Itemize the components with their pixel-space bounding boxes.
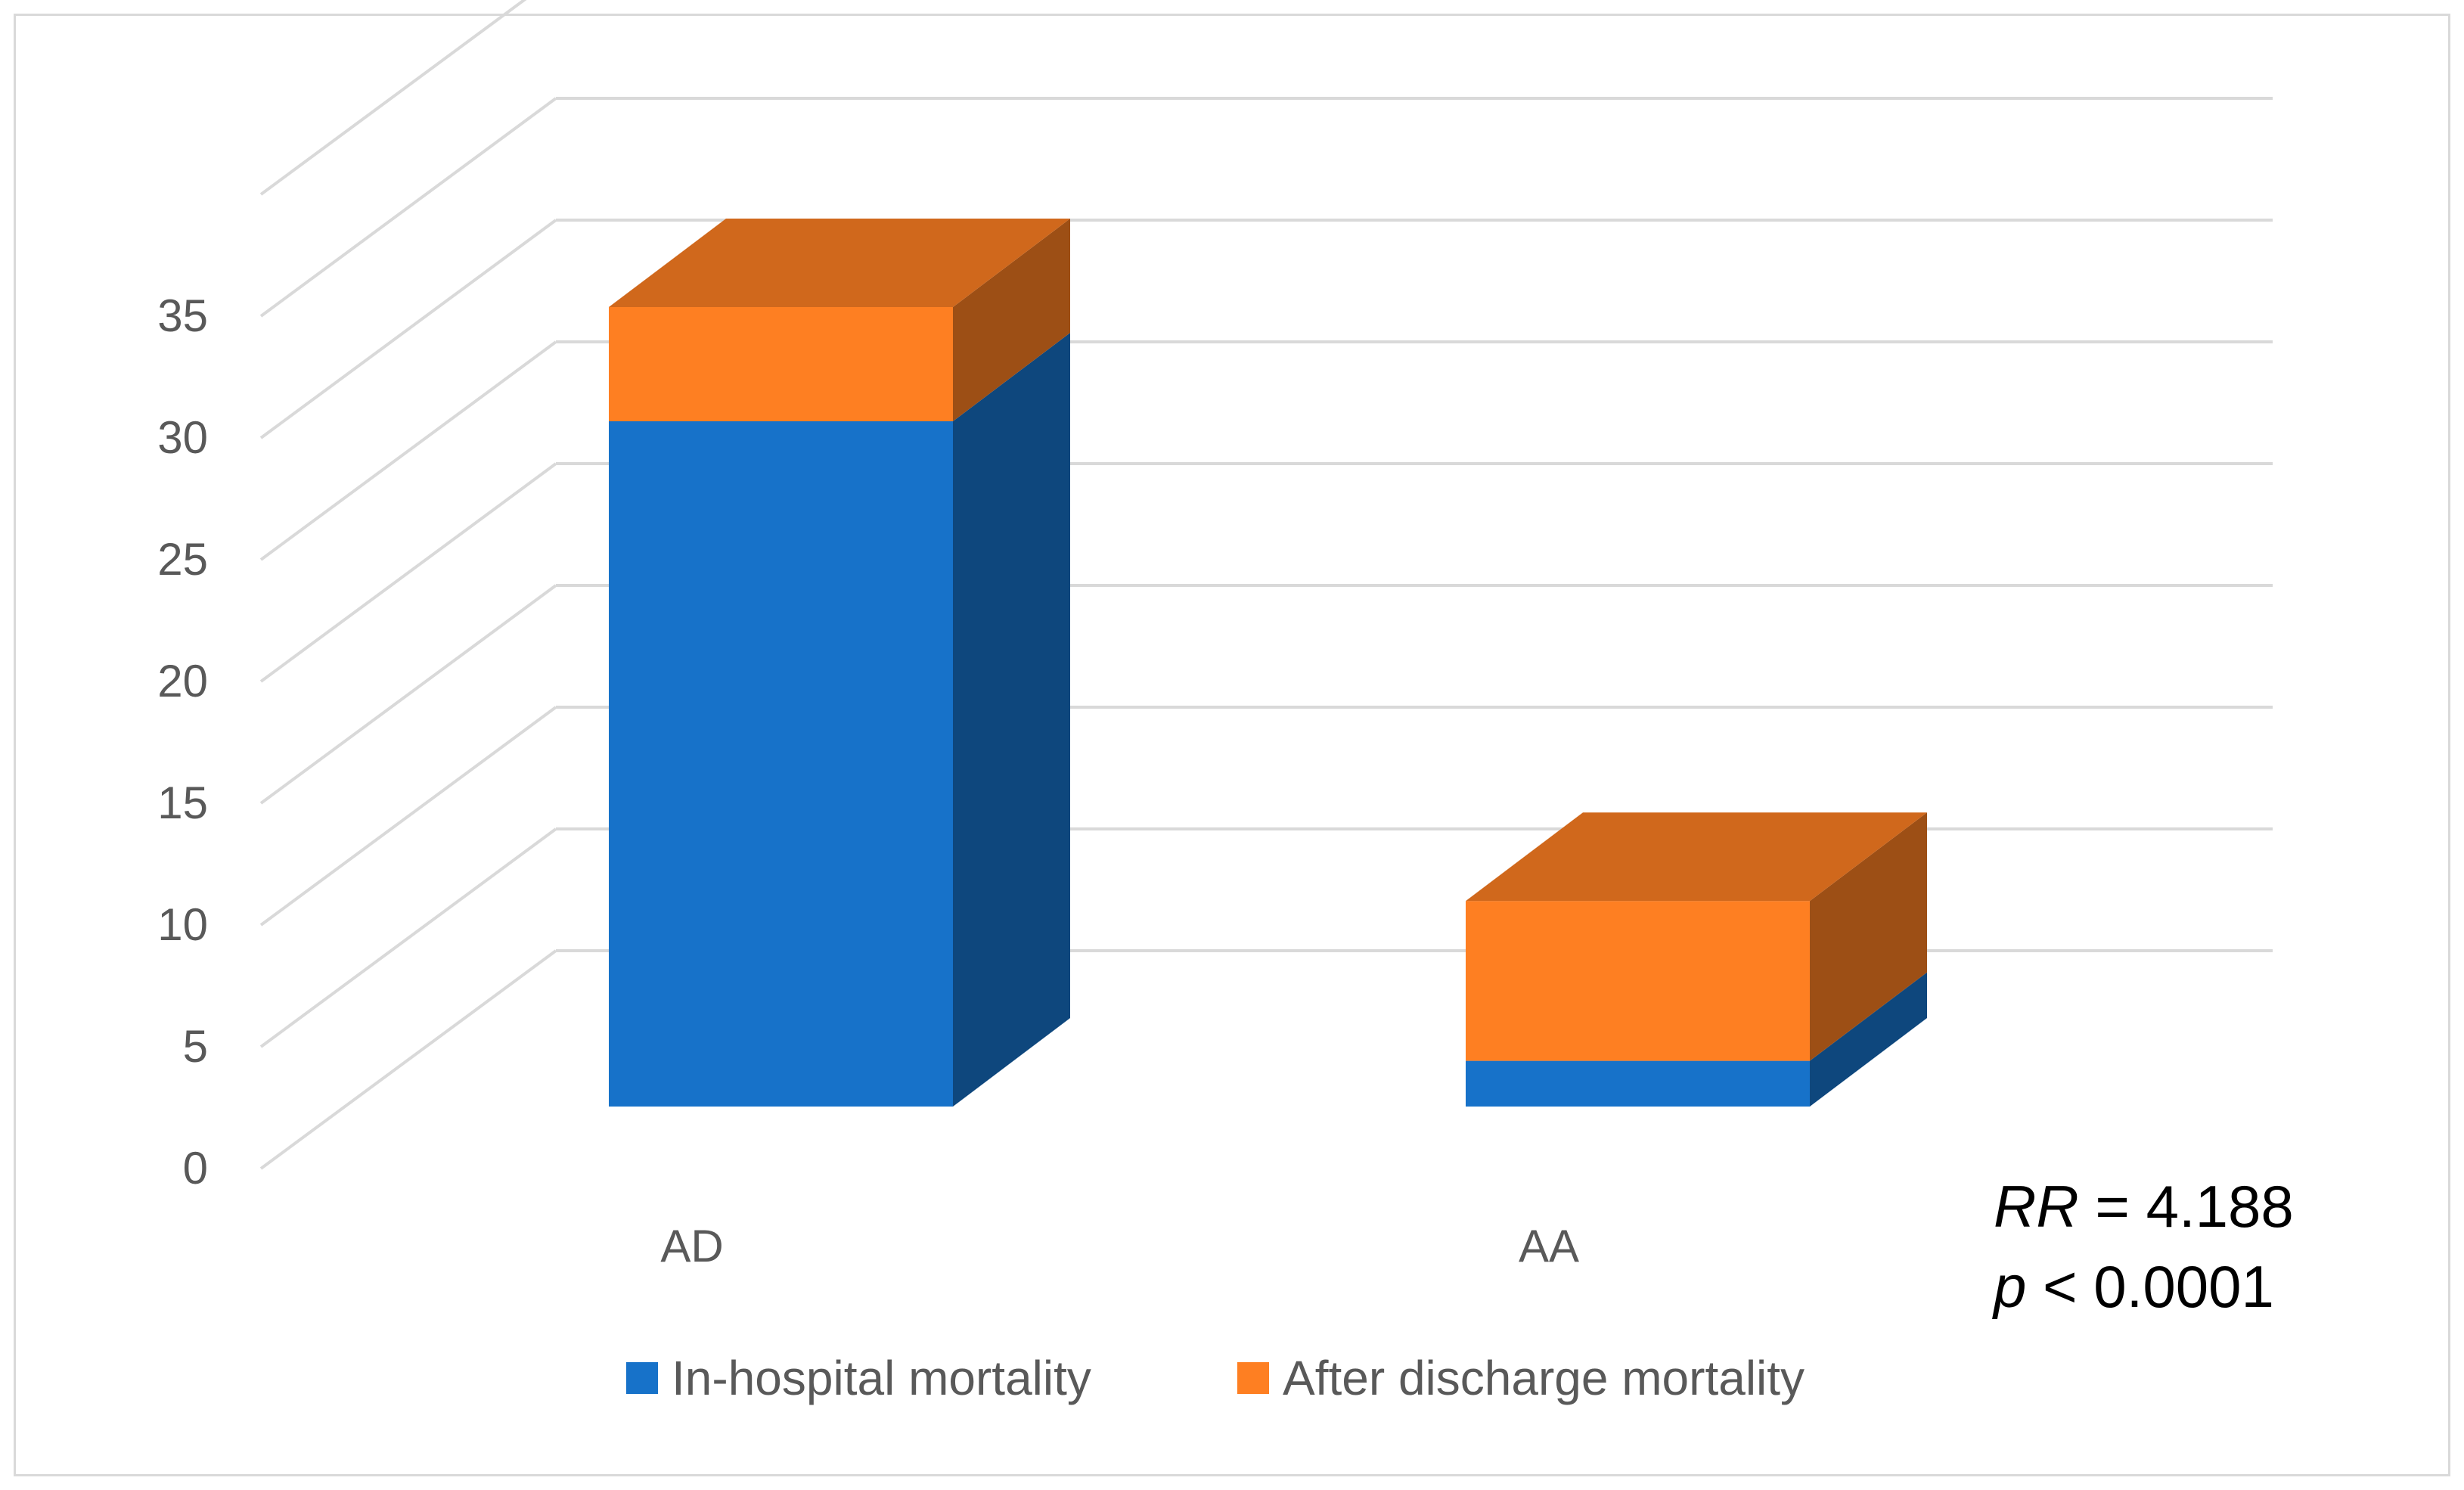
rr-symbol: RR [1994, 1173, 2079, 1240]
bar-top-aa [1466, 812, 1927, 902]
legend-label-after-discharge: After discharge mortality [1283, 1351, 1805, 1405]
y-tick-label: 0 [183, 1143, 208, 1194]
legend-label-in-hospital: In-hospital mortality [672, 1351, 1091, 1405]
y-tick-label: 15 [157, 778, 208, 828]
bar-side-aa-1 [1810, 812, 1927, 1061]
p-symbol: p [1992, 1253, 2026, 1320]
legend: In-hospital mortality After discharge mo… [626, 1351, 1805, 1405]
bar-side-ad-1 [953, 219, 1070, 421]
y-tick-label: 25 [157, 534, 208, 585]
y-axis-ticks: 0 5 10 15 20 25 30 35 [157, 290, 208, 1194]
bar-front-aa-0 [1466, 1060, 1810, 1107]
bar-front-ad-1 [609, 307, 953, 421]
gridline-side [259, 0, 527, 196]
y-tick-label: 20 [157, 656, 208, 706]
gridline-side [259, 584, 557, 805]
gridlines [259, 0, 2273, 1170]
statistics-annotation: RR = 4.188 p < 0.0001 [1992, 1173, 2294, 1320]
legend-swatch-after-discharge [1237, 1362, 1269, 1394]
bars [609, 219, 1927, 1107]
bar-top-ad [609, 219, 1070, 307]
y-tick-label: 10 [157, 899, 208, 950]
p-value: < 0.0001 [2026, 1253, 2273, 1320]
y-tick-label: 30 [157, 412, 208, 463]
bar-side-ad-0 [953, 333, 1070, 1107]
rr-value: = 4.188 [2079, 1173, 2294, 1240]
gridline-side [259, 462, 557, 683]
gridline-side [259, 827, 557, 1048]
p-annotation: p < 0.0001 [1992, 1253, 2274, 1320]
x-category-label: AD [660, 1221, 723, 1271]
bar-front-ad-0 [609, 421, 953, 1107]
rr-annotation: RR = 4.188 [1994, 1173, 2294, 1240]
gridline-side [259, 97, 557, 318]
legend-swatch-in-hospital [626, 1362, 658, 1394]
x-axis-labels: AD AA [660, 1221, 1579, 1271]
bar-front-aa-1 [1466, 901, 1810, 1061]
chart-frame [14, 14, 2450, 1476]
gridline-side [259, 340, 557, 561]
bar-side-aa-0 [1810, 972, 1927, 1107]
y-tick-label: 35 [157, 290, 208, 341]
x-category-label: AA [1519, 1221, 1579, 1271]
gridline-side [259, 219, 557, 439]
y-tick-label: 5 [183, 1021, 208, 1072]
gridline-side [259, 706, 557, 927]
gridline-side [259, 949, 557, 1170]
